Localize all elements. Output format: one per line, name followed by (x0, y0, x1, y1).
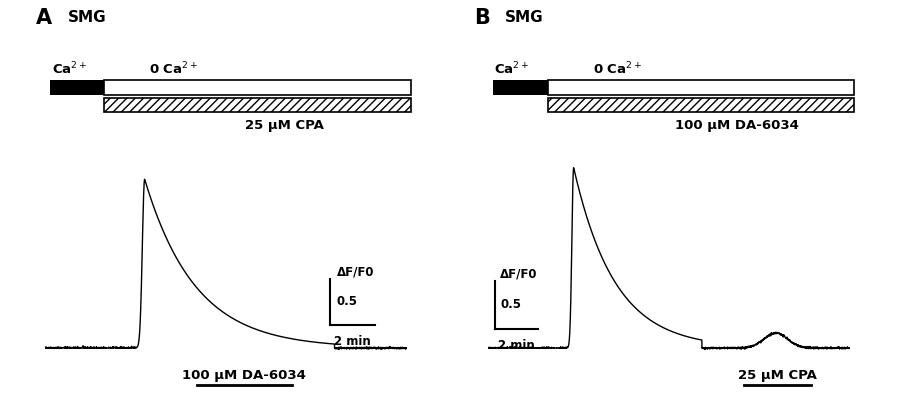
Text: 0.5: 0.5 (500, 299, 521, 311)
Text: 2 min: 2 min (498, 339, 535, 352)
Text: ΔF/F0: ΔF/F0 (337, 265, 374, 278)
Text: 100 μM DA-6034: 100 μM DA-6034 (182, 369, 306, 382)
Text: Ca$^{2+}$: Ca$^{2+}$ (51, 60, 87, 77)
Text: Ca$^{2+}$: Ca$^{2+}$ (494, 60, 529, 77)
Text: 0 Ca$^{2+}$: 0 Ca$^{2+}$ (592, 60, 641, 77)
Text: A: A (36, 8, 52, 28)
Text: 100 μM DA-6034: 100 μM DA-6034 (675, 119, 798, 132)
Text: 0 Ca$^{2+}$: 0 Ca$^{2+}$ (149, 60, 198, 77)
Text: 25 μM CPA: 25 μM CPA (737, 369, 816, 382)
Text: B: B (474, 8, 490, 28)
Text: ΔF/F0: ΔF/F0 (499, 267, 536, 280)
Text: 25 μM CPA: 25 μM CPA (245, 119, 324, 132)
Text: SMG: SMG (68, 10, 107, 25)
Text: SMG: SMG (504, 10, 543, 25)
Text: 0.5: 0.5 (336, 295, 357, 308)
Text: 2 min: 2 min (334, 335, 370, 348)
